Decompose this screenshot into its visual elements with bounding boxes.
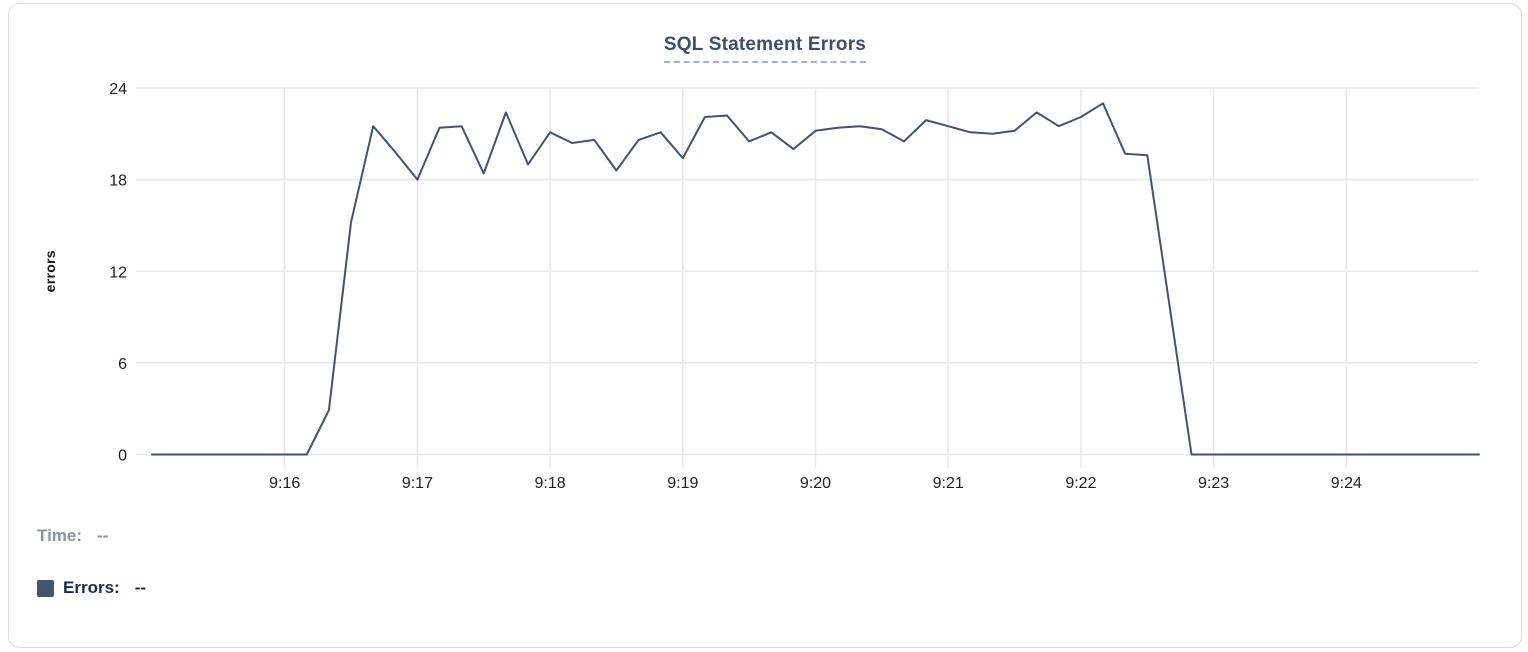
errors-label: Errors: <box>63 578 120 597</box>
x-tick-label: 9:20 <box>800 475 831 492</box>
y-tick-label: 18 <box>109 173 127 190</box>
chart-header: SQL Statement Errors <box>9 34 1521 63</box>
x-tick-label: 9:18 <box>535 475 566 492</box>
chart-card: SQL Statement Errors 0 6 12 18 24 9:16 9:17 9:1… <box>8 3 1522 648</box>
x-tick-label: 9:22 <box>1065 475 1096 492</box>
x-tick-label: 9:19 <box>667 475 698 492</box>
hover-readout-time: Time: -- <box>37 526 108 546</box>
x-tick-label: 9:16 <box>269 475 300 492</box>
y-tick-label: 6 <box>118 356 127 373</box>
errors-line-chart[interactable]: 0 6 12 18 24 9:16 9:17 9:18 9:19 9:20 9:21 9:22 9:23… <box>9 4 1528 509</box>
x-tick-label: 9:21 <box>933 475 964 492</box>
chart-title[interactable]: SQL Statement Errors <box>663 34 867 63</box>
y-axis-label: errors <box>42 250 58 292</box>
x-tick-label: 9:17 <box>402 475 433 492</box>
y-tick-label: 24 <box>109 81 127 98</box>
errors-value: -- <box>134 578 147 597</box>
y-tick-label: 12 <box>109 264 127 281</box>
errors-series-swatch-icon <box>37 579 54 597</box>
series-line-errors <box>151 102 1480 456</box>
x-tick-label: 9:23 <box>1198 475 1229 492</box>
hover-readout-errors: Errors: -- <box>37 578 146 598</box>
x-tick-label: 9:24 <box>1331 475 1362 492</box>
y-tick-label: 0 <box>118 448 127 465</box>
time-label: Time: <box>37 526 83 545</box>
time-value: -- <box>97 526 109 545</box>
